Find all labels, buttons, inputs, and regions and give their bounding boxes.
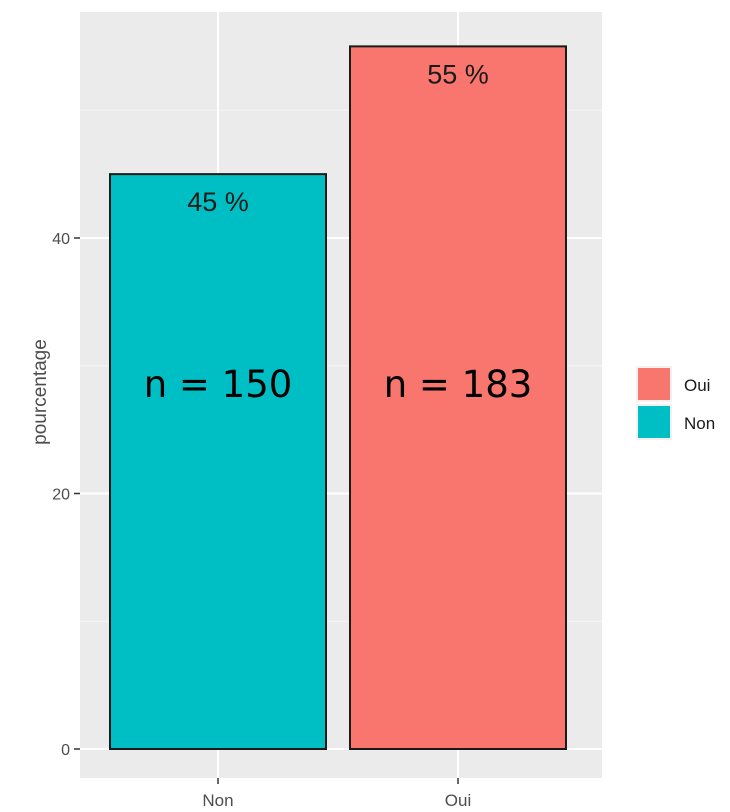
x-tick-label: Non <box>202 791 233 810</box>
legend-label: Oui <box>684 376 710 395</box>
bars: 45 % n = 150 55 % n = 183 <box>109 45 567 750</box>
bar-non <box>109 173 327 750</box>
y-axis: 0 20 40 <box>52 231 80 759</box>
y-axis-title: pourcentage <box>30 339 51 445</box>
y-tick-label: 40 <box>52 231 70 248</box>
y-tick-label: 20 <box>52 487 70 504</box>
legend-label: Non <box>684 414 715 433</box>
percent-label: 55 % <box>427 59 489 89</box>
count-label: n = 183 <box>384 363 533 406</box>
legend: Oui Non <box>636 366 715 440</box>
y-tick-label: 0 <box>61 742 70 759</box>
percent-label: 45 % <box>187 187 249 217</box>
x-tick-label: Oui <box>445 791 471 810</box>
legend-swatch <box>638 368 670 400</box>
count-label: n = 150 <box>144 363 293 406</box>
x-axis: Non Oui <box>202 778 471 810</box>
legend-swatch <box>638 406 670 438</box>
bar-oui <box>349 45 567 750</box>
